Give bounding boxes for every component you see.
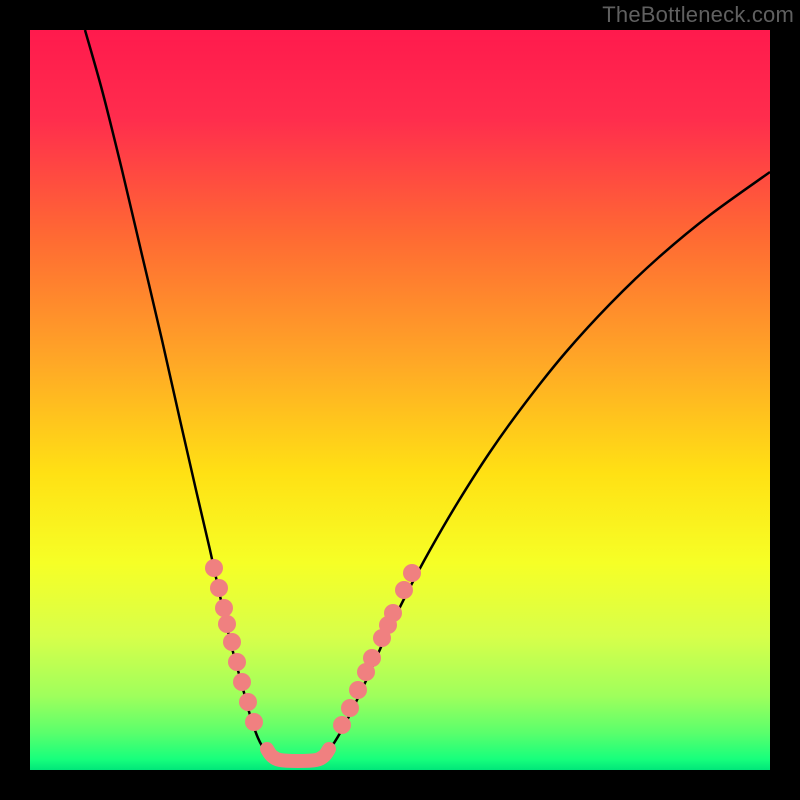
dot-left-0 <box>205 559 223 577</box>
dot-right-9 <box>403 564 421 582</box>
dot-left-4 <box>223 633 241 651</box>
dot-right-7 <box>384 604 402 622</box>
curves-layer <box>30 30 770 770</box>
chart-outer-frame <box>0 0 800 800</box>
dot-left-7 <box>239 693 257 711</box>
curve-left <box>85 30 282 764</box>
dot-right-1 <box>341 699 359 717</box>
bottom-rounded-link <box>267 749 329 761</box>
dot-left-3 <box>218 615 236 633</box>
dot-right-2 <box>349 681 367 699</box>
dot-left-8 <box>245 713 263 731</box>
plot-area <box>30 30 770 770</box>
dot-right-0 <box>333 716 351 734</box>
dot-left-5 <box>228 653 246 671</box>
dot-left-2 <box>215 599 233 617</box>
dot-left-6 <box>233 673 251 691</box>
watermark-text: TheBottleneck.com <box>602 2 794 28</box>
dot-left-1 <box>210 579 228 597</box>
dot-right-8 <box>395 581 413 599</box>
curve-right <box>314 172 770 764</box>
dot-right-4 <box>363 649 381 667</box>
